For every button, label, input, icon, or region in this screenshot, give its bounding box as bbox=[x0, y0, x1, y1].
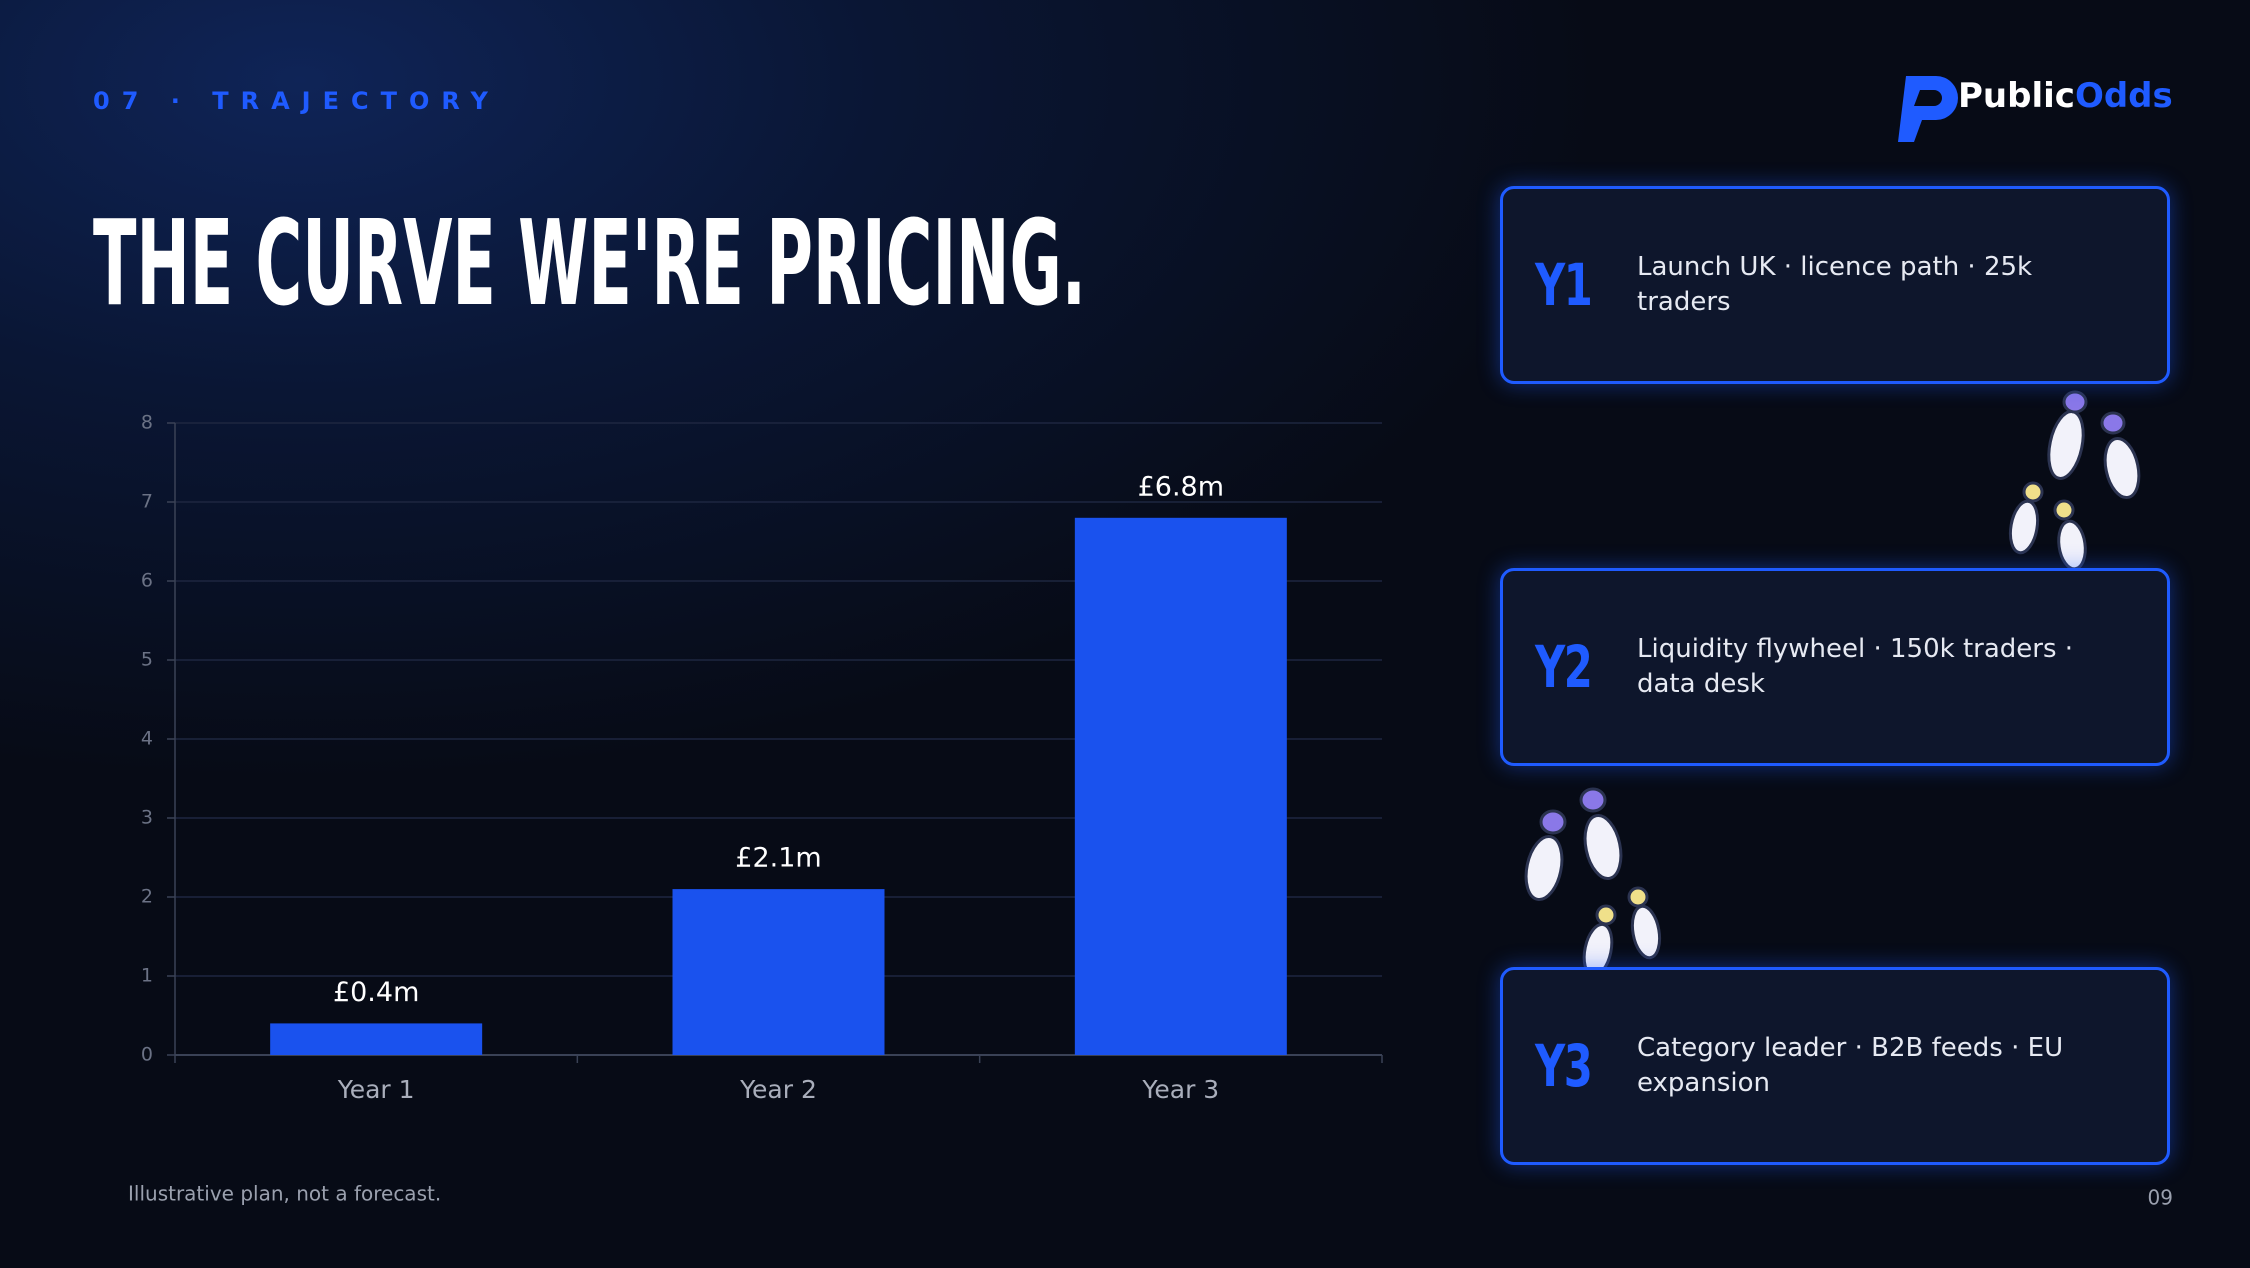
footnote: Illustrative plan, not a forecast. bbox=[128, 1182, 441, 1206]
value-label: £0.4m bbox=[333, 977, 419, 1008]
bar bbox=[1074, 517, 1287, 1055]
y-tick-label: 1 bbox=[141, 965, 153, 987]
value-label: £2.1m bbox=[735, 843, 821, 874]
card-tag: Y1 bbox=[1535, 251, 1593, 319]
card-tag: Y2 bbox=[1535, 633, 1593, 701]
y-tick-label: 0 bbox=[141, 1044, 153, 1066]
x-tick-label: Year 2 bbox=[739, 1075, 817, 1104]
card-text: Liquidity flywheel · 150k traders · data… bbox=[1637, 634, 2074, 699]
card-text: Launch UK · licence path · 25k traders bbox=[1637, 252, 2033, 317]
card-text: Category leader · B2B feeds · EU expansi… bbox=[1637, 1033, 2064, 1098]
bar bbox=[270, 1023, 483, 1055]
value-label: £6.8m bbox=[1138, 471, 1224, 502]
logo-text: PublicOdds bbox=[1958, 76, 2173, 116]
y-tick-label: 2 bbox=[141, 886, 153, 908]
logo: PublicOdds bbox=[1898, 76, 2173, 142]
x-tick-label: Year 1 bbox=[337, 1075, 415, 1104]
section-label: 07 · TRAJECTORY bbox=[93, 87, 500, 115]
card: Y1 Launch UK · licence path · 25k traders bbox=[1500, 186, 2170, 384]
card-tag: Y3 bbox=[1535, 1032, 1593, 1100]
y-tick-label: 3 bbox=[141, 807, 153, 829]
card: Y2 Liquidity flywheel · 150k traders · da… bbox=[1500, 568, 2170, 766]
y-tick-label: 5 bbox=[141, 649, 153, 671]
bar bbox=[672, 889, 885, 1055]
y-tick-label: 7 bbox=[141, 491, 153, 513]
title: THE CURVE WE'RE PRICING. bbox=[93, 194, 1086, 332]
page-number: 09 bbox=[2148, 1186, 2173, 1210]
footprints bbox=[1524, 390, 2141, 978]
y-tick-label: 4 bbox=[141, 728, 153, 750]
card: Y3 Category leader · B2B feeds · EU expan… bbox=[1500, 967, 2170, 1165]
logo-mark bbox=[1898, 76, 1958, 142]
x-tick-label: Year 3 bbox=[1141, 1075, 1219, 1104]
y-tick-label: 6 bbox=[141, 570, 153, 592]
y-tick-label: 8 bbox=[141, 412, 153, 434]
